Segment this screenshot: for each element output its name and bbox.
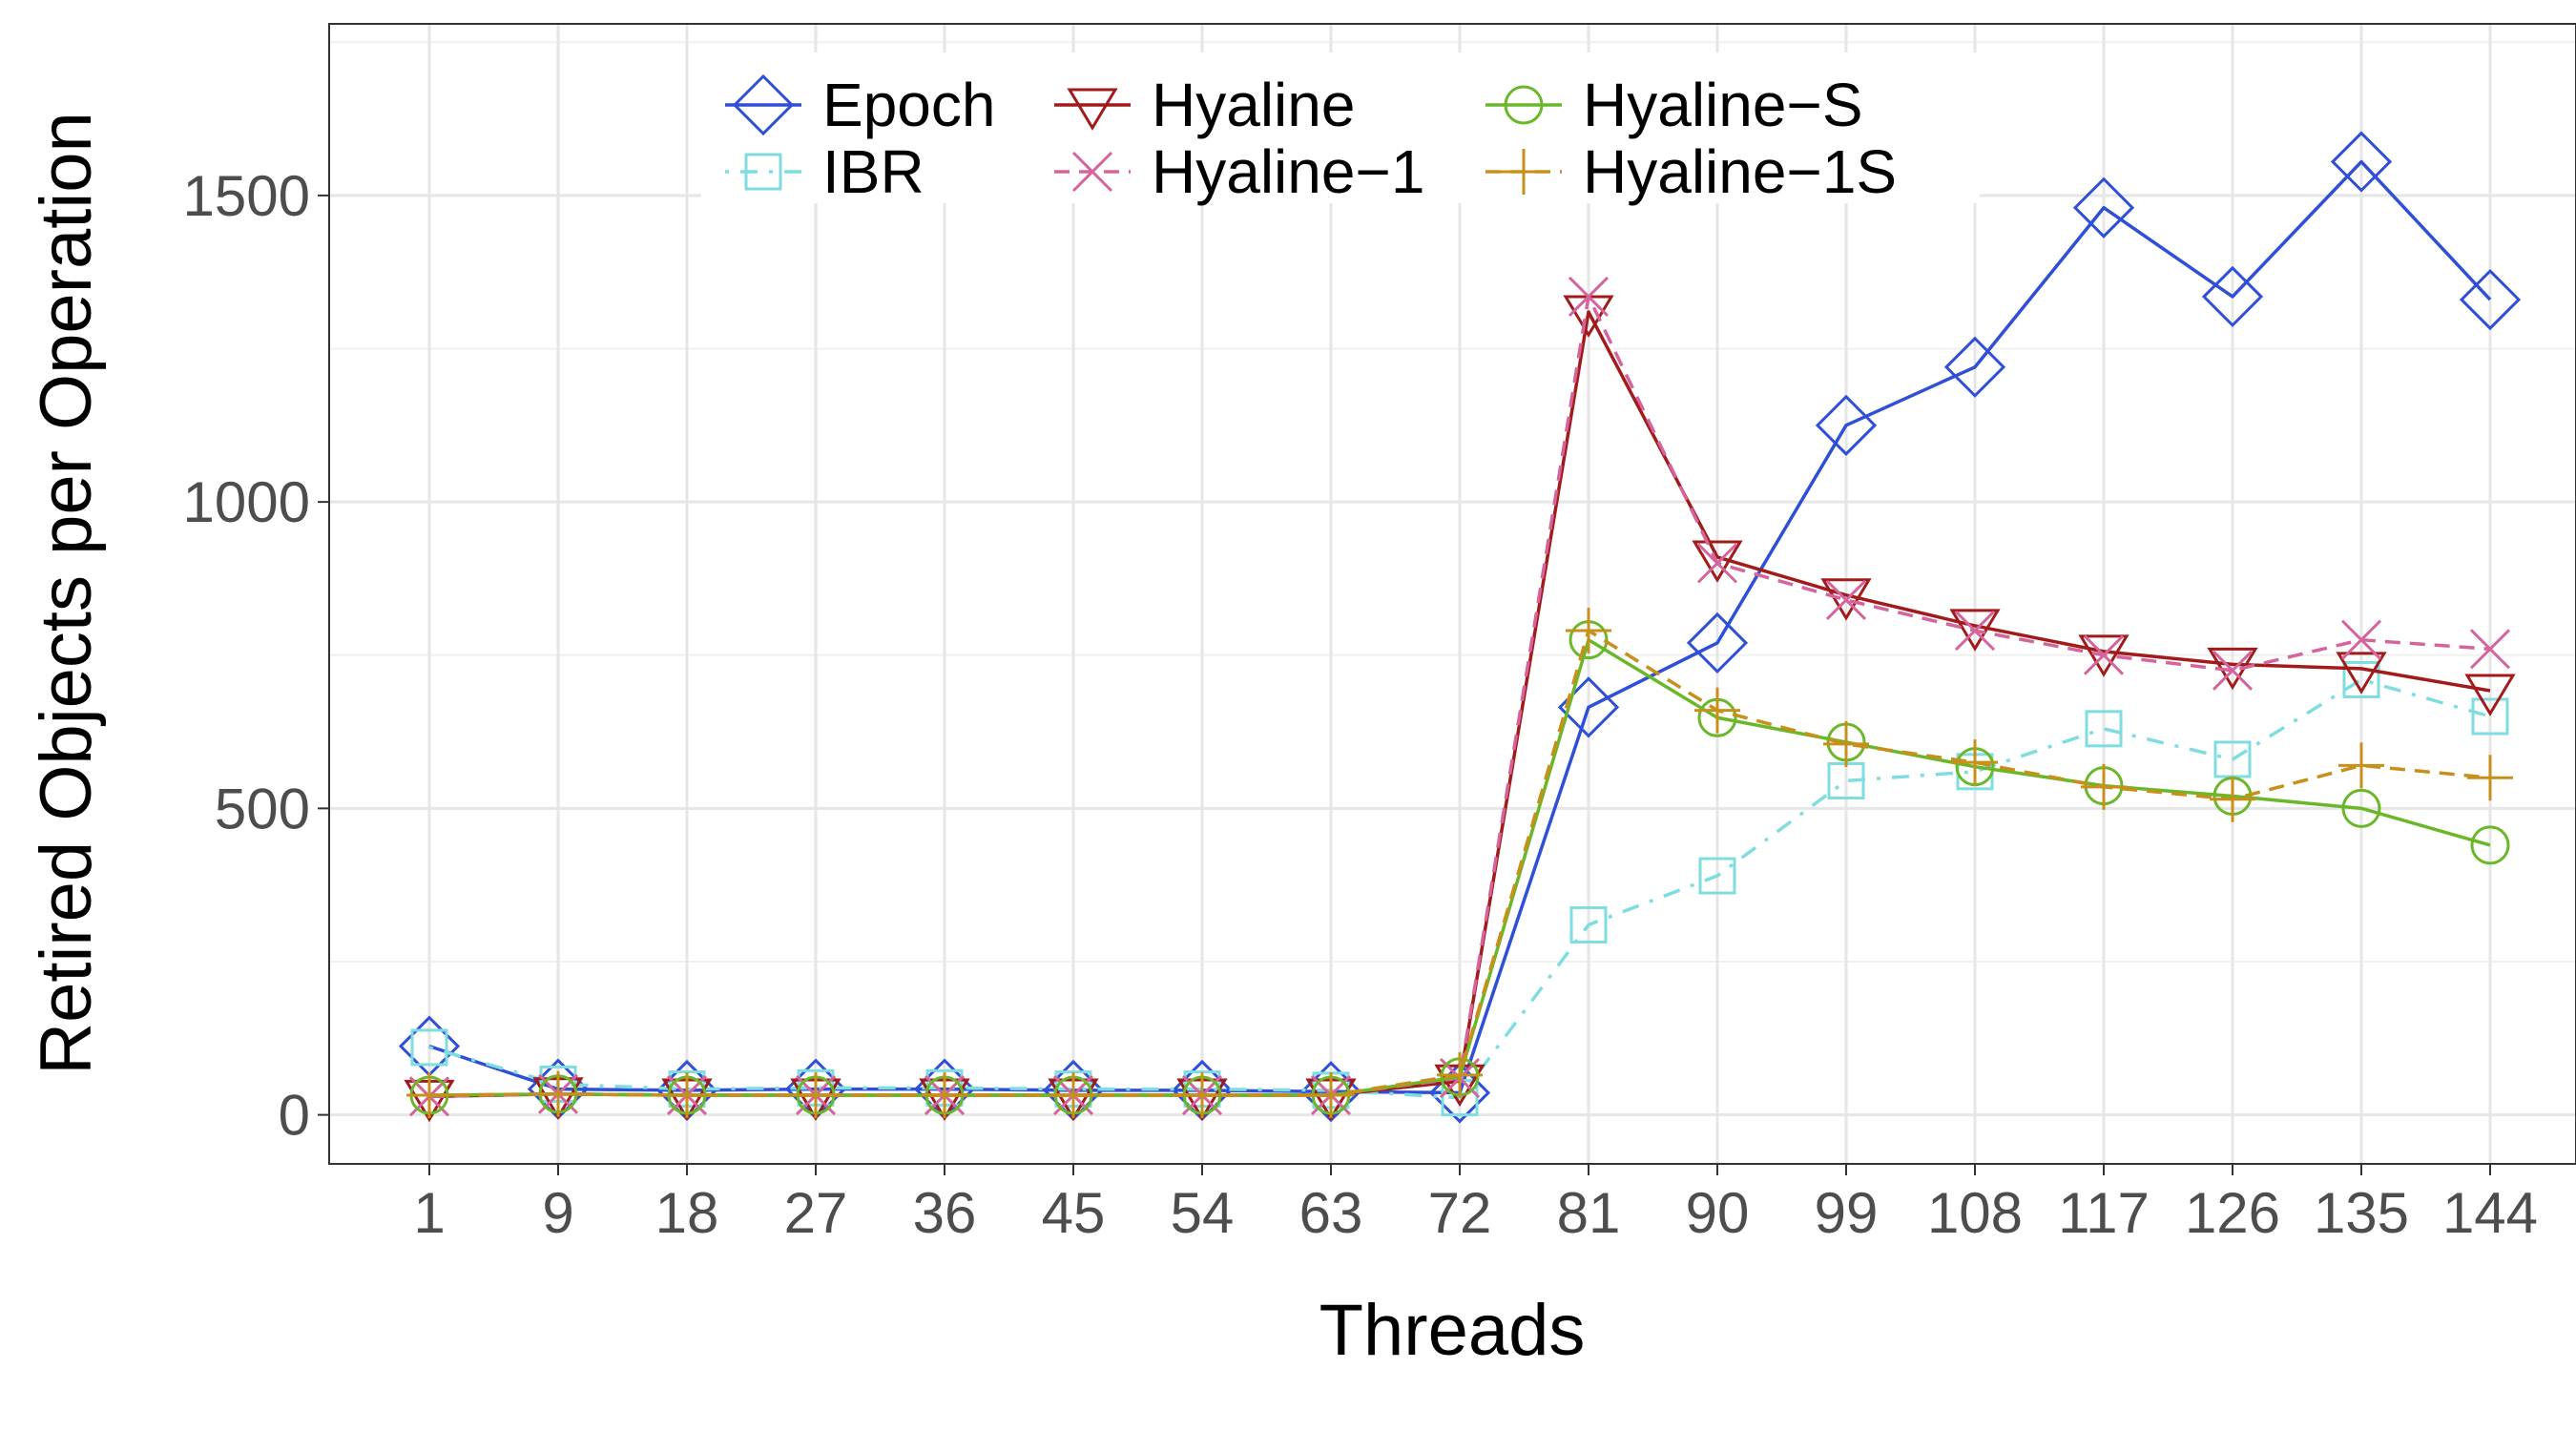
y-axis-title: Retired Objects per Operation — [26, 112, 107, 1075]
x-tick-label: 126 — [2185, 1181, 2280, 1245]
data-point — [1694, 687, 1740, 734]
data-point — [2085, 710, 2123, 748]
data-point — [1943, 336, 2006, 398]
data-point — [2081, 763, 2127, 810]
data-point — [2078, 634, 2129, 677]
data-point — [1692, 540, 1743, 583]
data-point — [1308, 1072, 1354, 1119]
legend-item: IBR — [725, 137, 924, 206]
legend-key-marker — [1071, 151, 1113, 193]
data-point — [1566, 608, 1611, 654]
data-point — [2210, 776, 2255, 822]
data-point — [2212, 650, 2254, 691]
x-tick-label: 99 — [1815, 1181, 1879, 1245]
data-point — [1954, 610, 1996, 652]
legend-label: IBR — [822, 137, 924, 206]
data-point — [1949, 609, 2001, 652]
data-point — [2459, 268, 2522, 331]
y-axis: 0 500 1000 1500 — [183, 164, 329, 1148]
legend-label: Hyaline — [1152, 71, 1355, 139]
legend-label: Hyaline−1 — [1152, 137, 1424, 206]
data-point — [406, 1072, 452, 1119]
x-tick-label: 90 — [1686, 1181, 1750, 1245]
data-point — [1820, 578, 1872, 621]
legend-item: Hyaline−1 — [1054, 137, 1424, 206]
x-tick-label: 36 — [913, 1181, 977, 1245]
data-point — [1437, 1051, 1483, 1098]
data-point — [535, 1070, 581, 1117]
x-tick-label: 135 — [2314, 1181, 2409, 1245]
legend-item: Hyaline — [1054, 71, 1355, 139]
x-tick-label: 117 — [2058, 1181, 2150, 1245]
data-point — [2340, 619, 2382, 660]
data-point — [1050, 1072, 1096, 1119]
x-tick-label: 18 — [655, 1181, 719, 1245]
x-tick-label: 9 — [542, 1181, 573, 1245]
data-point — [1686, 612, 1749, 674]
y-tick-label: 500 — [215, 777, 310, 840]
legend-background — [701, 52, 1980, 203]
legend-label: Epoch — [822, 71, 995, 139]
data-point — [793, 1072, 839, 1119]
data-point — [2336, 652, 2387, 695]
data-point — [2341, 788, 2381, 828]
data-point — [1815, 394, 1878, 456]
minor-gridlines — [329, 41, 2576, 963]
legend-key-marker — [744, 153, 782, 191]
legend-item: Hyaline−S — [1485, 71, 1863, 139]
legend-label: Hyaline−S — [1583, 71, 1863, 139]
data-point — [1698, 857, 1736, 895]
legend-key-marker — [1067, 88, 1118, 131]
data-point — [2470, 825, 2510, 865]
x-tick-label: 63 — [1299, 1181, 1363, 1245]
y-tick-label: 0 — [279, 1084, 310, 1148]
x-tick-label: 108 — [1927, 1181, 2023, 1245]
data-point — [1952, 739, 1998, 786]
data-point — [2330, 131, 2393, 193]
data-point — [1569, 905, 1608, 944]
x-tick-label: 54 — [1171, 1181, 1235, 1245]
x-tick-label: 144 — [2442, 1181, 2538, 1245]
legend-item: Epoch — [725, 71, 995, 139]
legend-key-marker — [1504, 85, 1544, 125]
x-axis-title: Threads — [1319, 1290, 1586, 1371]
plot-border — [328, 23, 2576, 1165]
legend-item: Hyaline−1S — [1485, 137, 1897, 206]
data-point — [2469, 629, 2511, 670]
data-point — [922, 1072, 967, 1119]
data-point — [1825, 579, 1867, 620]
x-tick-label: 72 — [1428, 1181, 1492, 1245]
legend-key-marker — [732, 73, 795, 136]
data-point — [1696, 543, 1738, 584]
series-5 — [406, 608, 2513, 1119]
data-point — [1823, 720, 1869, 767]
legend-label: Hyaline−1S — [1583, 137, 1897, 206]
plot-background — [329, 24, 2576, 1164]
data-point — [2201, 265, 2264, 328]
x-tick-label: 1 — [413, 1181, 445, 1245]
data-point — [2083, 634, 2125, 675]
y-tick-label: 1500 — [183, 164, 310, 228]
data-point — [2342, 660, 2380, 698]
x-tick-label: 45 — [1042, 1181, 1106, 1245]
x-tick-label: 81 — [1557, 1181, 1621, 1245]
data-point — [1179, 1072, 1225, 1119]
data-point — [2072, 176, 2135, 238]
data-point — [1568, 276, 1610, 317]
data-point — [2464, 674, 2516, 716]
data-point — [2338, 742, 2384, 789]
data-point — [2471, 697, 2509, 736]
legend-key-marker — [1501, 149, 1547, 195]
data-point — [664, 1072, 710, 1119]
x-tick-label: 27 — [784, 1181, 848, 1245]
x-axis: 1 9 18 27 36 45 54 63 72 81 90 99 108 117 126 135 144 — [413, 1164, 2538, 1245]
series-layer — [398, 131, 2522, 1124]
y-tick-label: 1000 — [183, 470, 310, 534]
data-point — [2467, 755, 2513, 801]
data-point — [410, 1028, 448, 1067]
